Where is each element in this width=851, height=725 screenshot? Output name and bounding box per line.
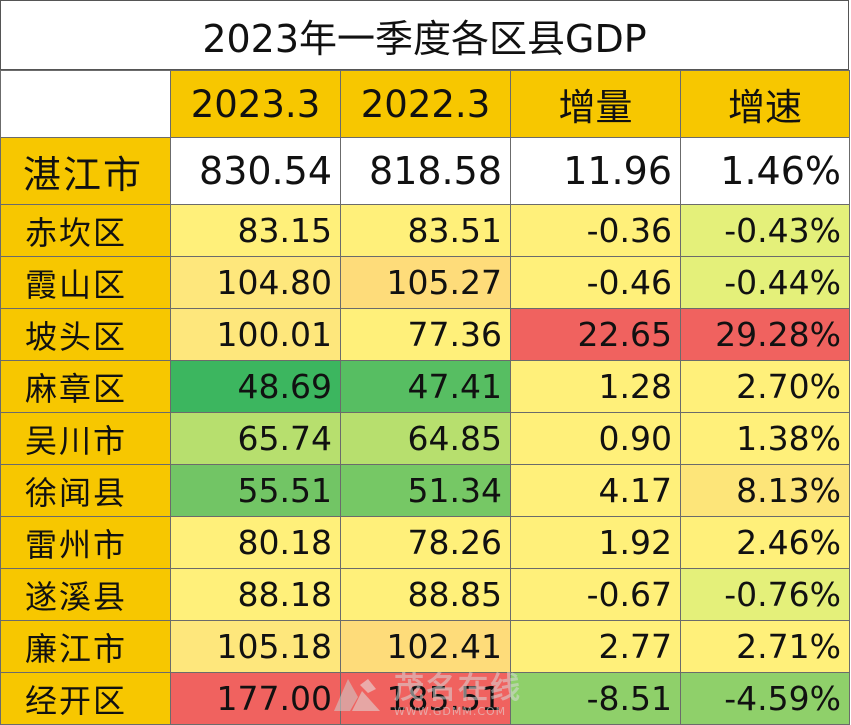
header-corner xyxy=(0,70,171,138)
cell-2022-3: 77.36 xyxy=(340,308,511,361)
cell-increment: 22.65 xyxy=(510,308,681,361)
cell-2022-3: 88.85 xyxy=(340,568,511,621)
cell-growth-rate: -0.76% xyxy=(680,568,850,621)
row-name: 雷州市 xyxy=(0,516,171,569)
row-name: 吴川市 xyxy=(0,412,171,465)
cell-increment: 1.28 xyxy=(510,360,681,413)
table-row: 经开区 177.00 185.51 -8.51 -4.59% xyxy=(0,672,850,725)
cell-2023-3: 65.74 xyxy=(170,412,341,465)
cell-2023-3: 104.80 xyxy=(170,256,341,309)
header-2022-3: 2022.3 xyxy=(340,70,511,138)
cell-increment: 2.77 xyxy=(510,620,681,673)
cell-2022-3: 818.58 xyxy=(340,137,511,205)
cell-2023-3: 177.00 xyxy=(170,672,341,725)
cell-2022-3: 47.41 xyxy=(340,360,511,413)
row-name: 湛江市 xyxy=(0,137,171,205)
cell-growth-rate: 2.46% xyxy=(680,516,850,569)
cell-increment: -0.36 xyxy=(510,204,681,257)
table-row: 遂溪县 88.18 88.85 -0.67 -0.76% xyxy=(0,568,850,621)
cell-growth-rate: 8.13% xyxy=(680,464,850,517)
chart-title: 2023年一季度各区县GDP xyxy=(0,0,849,70)
cell-growth-rate: -0.44% xyxy=(680,256,850,309)
cell-2022-3: 102.41 xyxy=(340,620,511,673)
cell-2023-3: 55.51 xyxy=(170,464,341,517)
row-name: 麻章区 xyxy=(0,360,171,413)
cell-2023-3: 83.15 xyxy=(170,204,341,257)
cell-2022-3: 64.85 xyxy=(340,412,511,465)
table-row: 吴川市 65.74 64.85 0.90 1.38% xyxy=(0,412,850,465)
cell-2023-3: 100.01 xyxy=(170,308,341,361)
row-name: 赤坎区 xyxy=(0,204,171,257)
row-name: 徐闻县 xyxy=(0,464,171,517)
cell-growth-rate: -0.43% xyxy=(680,204,850,257)
cell-growth-rate: 1.46% xyxy=(680,137,850,205)
row-name: 遂溪县 xyxy=(0,568,171,621)
cell-growth-rate: 2.71% xyxy=(680,620,850,673)
header-increment: 增量 xyxy=(510,70,681,138)
cell-2023-3: 830.54 xyxy=(170,137,341,205)
cell-increment: -8.51 xyxy=(510,672,681,725)
cell-2023-3: 48.69 xyxy=(170,360,341,413)
cell-increment: 1.92 xyxy=(510,516,681,569)
table-row: 霞山区 104.80 105.27 -0.46 -0.44% xyxy=(0,256,850,309)
cell-2022-3: 105.27 xyxy=(340,256,511,309)
table-row: 坡头区 100.01 77.36 22.65 29.28% xyxy=(0,308,850,361)
cell-growth-rate: 1.38% xyxy=(680,412,850,465)
cell-increment: -0.46 xyxy=(510,256,681,309)
table-row: 湛江市 830.54 818.58 11.96 1.46% xyxy=(0,137,850,205)
cell-increment: 11.96 xyxy=(510,137,681,205)
cell-growth-rate: 2.70% xyxy=(680,360,850,413)
cell-growth-rate: -4.59% xyxy=(680,672,850,725)
cell-increment: -0.67 xyxy=(510,568,681,621)
cell-2022-3: 83.51 xyxy=(340,204,511,257)
table-row: 雷州市 80.18 78.26 1.92 2.46% xyxy=(0,516,850,569)
cell-2022-3: 51.34 xyxy=(340,464,511,517)
table-row: 廉江市 105.18 102.41 2.77 2.71% xyxy=(0,620,850,673)
table-row: 赤坎区 83.15 83.51 -0.36 -0.43% xyxy=(0,204,850,257)
table-row: 麻章区 48.69 47.41 1.28 2.70% xyxy=(0,360,850,413)
header-growth-rate: 增速 xyxy=(680,70,850,138)
cell-2023-3: 80.18 xyxy=(170,516,341,569)
row-name: 经开区 xyxy=(0,672,171,725)
row-name: 廉江市 xyxy=(0,620,171,673)
table-row: 徐闻县 55.51 51.34 4.17 8.13% xyxy=(0,464,850,517)
cell-increment: 4.17 xyxy=(510,464,681,517)
row-name: 霞山区 xyxy=(0,256,171,309)
cell-2022-3: 185.51 xyxy=(340,672,511,725)
header-row: 2023.3 2022.3 增量 增速 xyxy=(0,70,850,138)
cell-increment: 0.90 xyxy=(510,412,681,465)
gdp-table: 2023.3 2022.3 增量 增速 湛江市 830.54 818.58 11.96… xyxy=(0,70,850,725)
cell-2022-3: 78.26 xyxy=(340,516,511,569)
row-name: 坡头区 xyxy=(0,308,171,361)
cell-2023-3: 88.18 xyxy=(170,568,341,621)
cell-2023-3: 105.18 xyxy=(170,620,341,673)
table-body: 湛江市 830.54 818.58 11.96 1.46% 赤坎区 83.15 83.51 -0… xyxy=(0,137,850,725)
header-2023-3: 2023.3 xyxy=(170,70,341,138)
cell-growth-rate: 29.28% xyxy=(680,308,850,361)
